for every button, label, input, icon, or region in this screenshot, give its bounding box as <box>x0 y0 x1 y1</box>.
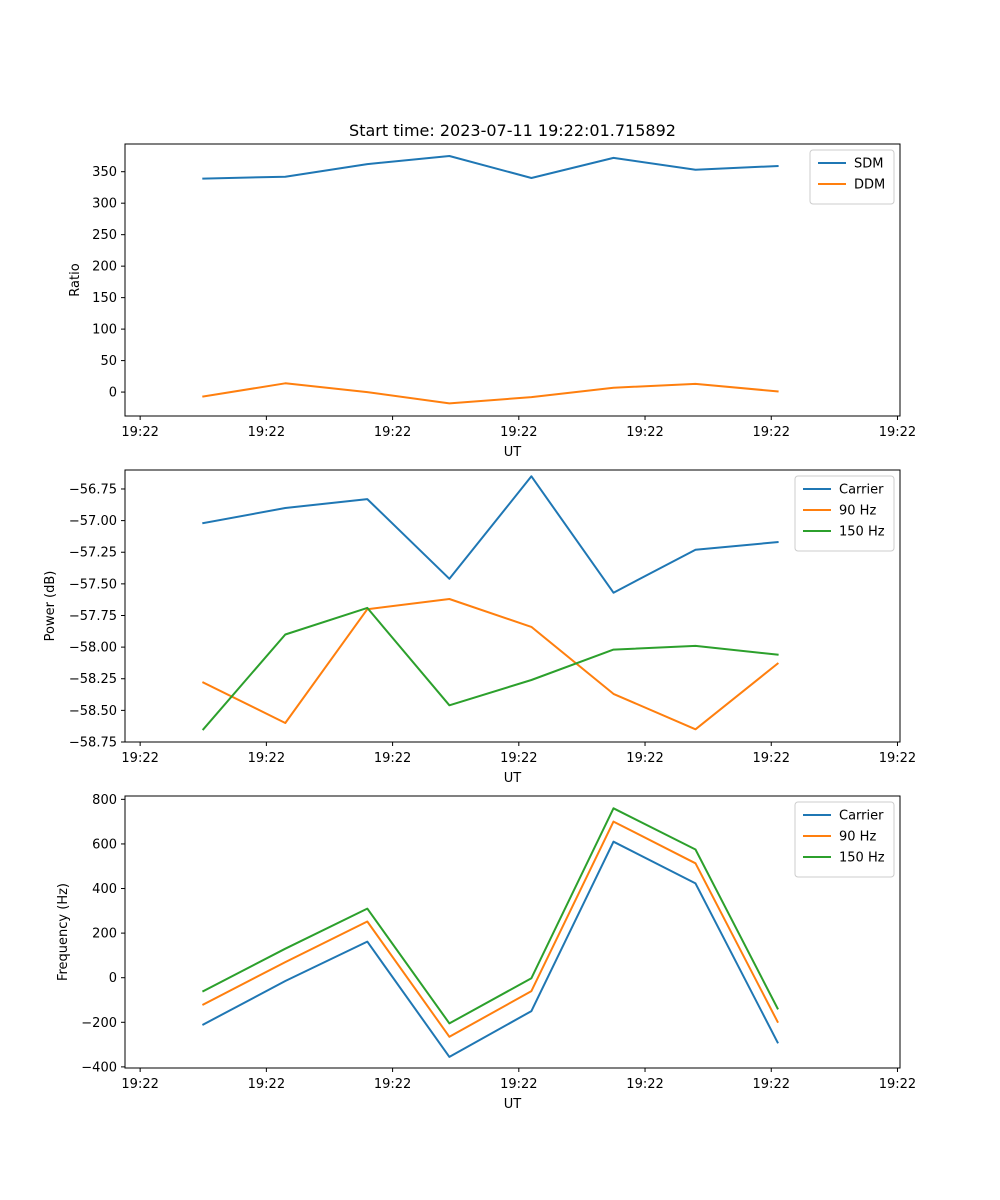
plot-frame <box>124 143 901 417</box>
series-line-sdm <box>202 155 779 180</box>
legend-label: 150 Hz <box>839 525 885 540</box>
legend: Carrier 90 Hz 150 Hz <box>794 801 895 878</box>
legend-label: 150 Hz <box>839 851 885 866</box>
x-tick-label: 19:22 <box>626 1077 663 1092</box>
x-tick-label: 19:22 <box>248 425 285 440</box>
x-tick-label: 19:22 <box>374 425 411 440</box>
plot-frame <box>124 795 901 1069</box>
x-tick-label: 19:22 <box>500 1077 537 1092</box>
series-line-150-hz <box>201 807 779 1025</box>
x-axis-label: UT <box>504 445 522 460</box>
y-tick-label: −58.25 <box>69 672 117 687</box>
x-axis-label: UT <box>504 1097 522 1112</box>
x-tick-label: 19:22 <box>879 751 916 766</box>
subplot-3: 19:2219:2219:2219:2219:2219:2219:2219:23… <box>56 793 916 1112</box>
x-tick-label: 19:22 <box>121 751 158 766</box>
legend-label: 90 Hz <box>839 830 876 845</box>
legend-label: SDM <box>854 157 883 172</box>
y-tick-label: 300 <box>92 197 117 212</box>
x-tick-label: 19:22 <box>626 751 663 766</box>
x-tick-label: 19:22 <box>374 751 411 766</box>
x-tick-label: 19:22 <box>753 1077 790 1092</box>
legend: Carrier 90 Hz 150 Hz <box>794 475 895 552</box>
y-tick-label: −200 <box>81 1016 117 1031</box>
x-tick-label: 19:22 <box>500 425 537 440</box>
legend-label: 90 Hz <box>839 504 876 519</box>
series-line-ddm <box>202 382 779 405</box>
y-tick-label: 800 <box>92 793 117 808</box>
legend-box <box>794 475 895 552</box>
y-tick-label: 200 <box>92 260 117 275</box>
y-tick-label: 350 <box>92 165 117 180</box>
y-tick-label: 0 <box>109 386 117 401</box>
chart-title: Start time: 2023-07-11 19:22:01.715892 <box>349 121 676 140</box>
legend-box <box>794 801 895 878</box>
y-axis-label: Frequency (Hz) <box>56 883 71 981</box>
x-tick-label: 19:22 <box>248 1077 285 1092</box>
y-tick-label: 100 <box>92 323 117 338</box>
series-line-90-hz <box>201 820 779 1038</box>
x-tick-label: 19:22 <box>626 425 663 440</box>
x-tick-label: 19:22 <box>121 425 158 440</box>
y-tick-label: 400 <box>92 882 117 897</box>
legend-label: DDM <box>854 178 885 193</box>
y-tick-label: 250 <box>92 228 117 243</box>
subplot-2: 19:2219:2219:2219:2219:2219:2219:2219:23… <box>43 469 916 786</box>
y-tick-label: −57.75 <box>69 609 117 624</box>
x-axis-label: UT <box>504 771 522 786</box>
y-tick-label: −56.75 <box>69 482 117 497</box>
subplot-1: Start time: 2023-07-11 19:22:01.715892 19… <box>68 121 916 460</box>
y-tick-label: 200 <box>92 927 117 942</box>
x-tick-label: 19:22 <box>374 1077 411 1092</box>
y-tick-label: −57.00 <box>69 514 117 529</box>
y-tick-label: −57.50 <box>69 577 117 592</box>
y-tick-label: −58.75 <box>69 736 117 751</box>
series-line-90-hz <box>201 598 780 731</box>
legend: SDM DDM <box>809 149 895 205</box>
y-tick-label: 150 <box>92 291 117 306</box>
legend-label: Carrier <box>839 483 884 498</box>
plot-frame <box>124 469 901 743</box>
x-tick-label: 19:22 <box>753 751 790 766</box>
y-axis-label: Power (dB) <box>43 571 58 642</box>
x-tick-label: 19:22 <box>879 425 916 440</box>
y-tick-label: 50 <box>100 354 117 369</box>
series-line-carrier <box>202 475 779 594</box>
x-tick-label: 19:22 <box>248 751 285 766</box>
x-tick-label: 19:22 <box>753 425 790 440</box>
series-line-150-hz <box>201 606 779 731</box>
y-tick-label: −58.00 <box>69 641 117 656</box>
y-tick-label: −400 <box>81 1060 117 1075</box>
x-tick-label: 19:22 <box>500 751 537 766</box>
x-tick-label: 19:22 <box>879 1077 916 1092</box>
legend-label: Carrier <box>839 809 884 824</box>
y-tick-label: −58.50 <box>69 704 117 719</box>
series-line-carrier <box>201 840 779 1058</box>
x-tick-label: 19:22 <box>121 1077 158 1092</box>
y-tick-label: −57.25 <box>69 546 117 561</box>
y-tick-label: 600 <box>92 837 117 852</box>
y-axis-label: Ratio <box>68 263 83 296</box>
y-tick-label: 0 <box>109 971 117 986</box>
